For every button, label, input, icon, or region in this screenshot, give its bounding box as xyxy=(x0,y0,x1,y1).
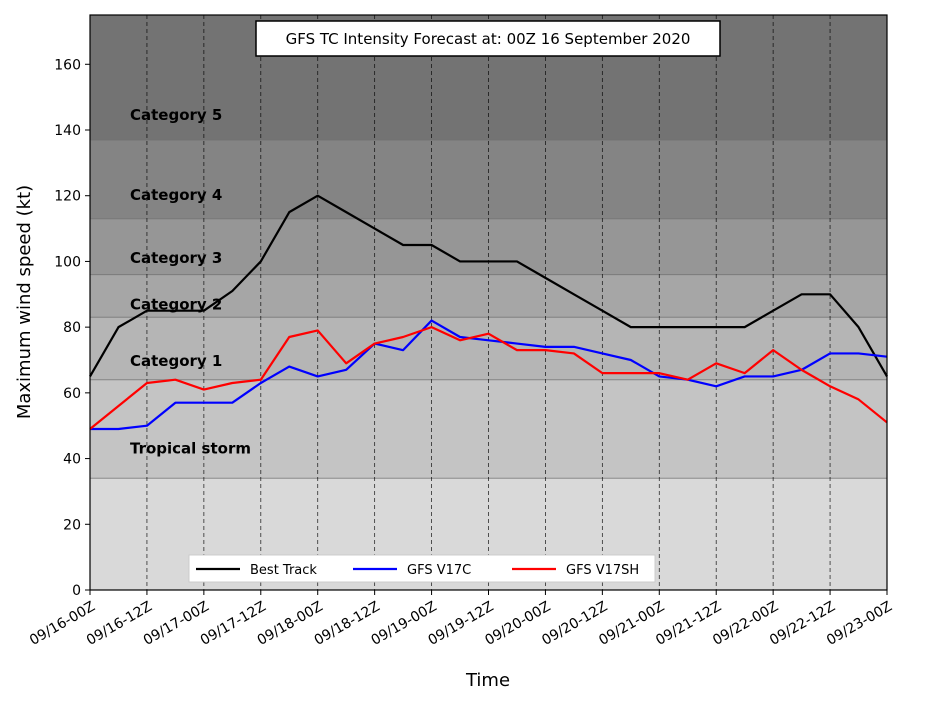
series-line-gfs-v17sh xyxy=(89,326,888,430)
title-box: GFS TC Intensity Forecast at: 00Z 16 Sep… xyxy=(255,20,721,57)
band-label: Tropical storm xyxy=(130,440,251,458)
band-label: Category 4 xyxy=(130,186,222,204)
legend-frame xyxy=(188,554,656,583)
y-tick-label: 120 xyxy=(54,189,81,205)
y-tick-label: 160 xyxy=(54,57,81,73)
x-tick-label: 09/23-00Z xyxy=(824,599,895,649)
legend-label: GFS V17C xyxy=(407,563,471,578)
legend-label: GFS V17SH xyxy=(566,563,639,578)
y-tick-label: 20 xyxy=(63,517,81,533)
y-tick-label: 0 xyxy=(72,583,81,599)
series-lines xyxy=(89,194,888,431)
band-label: Category 1 xyxy=(130,352,222,370)
band-label: Category 3 xyxy=(130,249,222,267)
x-axis-title: Time xyxy=(465,670,510,691)
series-line-best-track xyxy=(89,194,888,377)
x-axis: 09/16-00Z09/16-12Z09/17-00Z09/17-12Z09/1… xyxy=(27,590,895,649)
chart-title: GFS TC Intensity Forecast at: 00Z 16 Sep… xyxy=(286,30,691,48)
band-2 xyxy=(90,317,887,380)
band-label: Category 5 xyxy=(130,106,222,124)
legend-label: Best Track xyxy=(250,563,317,578)
title-box-frame xyxy=(255,20,721,57)
y-tick-label: 60 xyxy=(63,386,81,402)
y-tick-label: 100 xyxy=(54,254,81,270)
band-label: Category 2 xyxy=(130,295,222,313)
y-tick-label: 40 xyxy=(63,452,81,468)
y-tick-label: 140 xyxy=(54,123,81,139)
y-axis-title: Maximum wind speed (kt) xyxy=(14,185,35,419)
band-labels: Tropical storm Category 1 Category 2 Catego… xyxy=(130,106,251,458)
legend: Best Track GFS V17C GFS V17SH xyxy=(188,554,656,583)
series-line-gfs-v17c xyxy=(90,319,888,431)
y-tick-label: 80 xyxy=(63,320,81,336)
y-axis: 0 20 40 60 80 100 120 140 160 xyxy=(54,57,90,599)
